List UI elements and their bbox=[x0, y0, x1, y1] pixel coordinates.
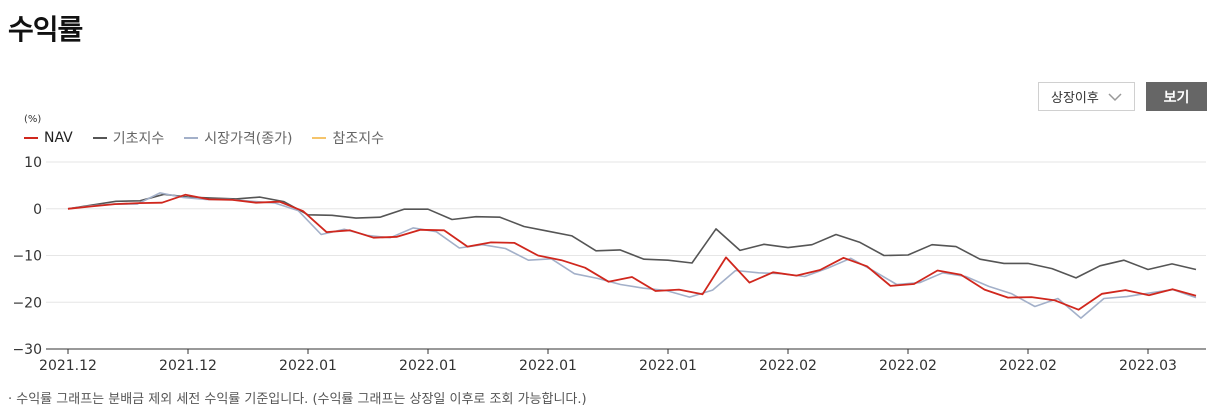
chart-footnote: · 수익률 그래프는 분배금 제외 세전 수익률 기준입니다. (수익률 그래프… bbox=[8, 392, 587, 407]
x-tick-label: 2021.12 bbox=[159, 358, 217, 374]
legend-label-nav: NAV bbox=[44, 130, 73, 146]
y-tick-label: 0 bbox=[33, 202, 42, 218]
legend-swatch-base-index bbox=[92, 137, 107, 139]
view-button[interactable]: 보기 bbox=[1146, 82, 1207, 111]
series-line-base-index bbox=[67, 193, 1197, 279]
x-tick-label: 2022.02 bbox=[759, 358, 817, 374]
chart-legend: NAV 기초지수 시장가격(종가) 참조지수 bbox=[24, 128, 404, 148]
series-line-market-price bbox=[67, 192, 1197, 319]
legend-swatch-reference-index bbox=[312, 137, 327, 139]
x-tick-label: 2022.01 bbox=[519, 358, 577, 374]
page-title: 수익률 bbox=[8, 13, 83, 46]
y-tick-label: −20 bbox=[12, 295, 42, 311]
x-tick-label: 2022.01 bbox=[639, 358, 697, 374]
legend-label-base-index: 기초지수 bbox=[112, 131, 165, 147]
y-tick-label: −10 bbox=[12, 249, 42, 265]
legend-swatch-nav bbox=[24, 137, 38, 139]
x-tick-label: 2021.12 bbox=[39, 358, 97, 374]
legend-label-reference-index: 참조지수 bbox=[332, 131, 385, 147]
x-tick-label: 2022.02 bbox=[879, 358, 937, 374]
legend-item-base-index[interactable]: 기초지수 bbox=[92, 128, 165, 148]
series-line-nav bbox=[67, 193, 1197, 311]
y-tick-label: −30 bbox=[12, 342, 42, 358]
y-unit-label: (%) bbox=[24, 114, 42, 125]
y-tick-label: 10 bbox=[24, 155, 42, 171]
legend-item-reference-index[interactable]: 참조지수 bbox=[312, 128, 384, 148]
x-tick-label: 2022.01 bbox=[399, 358, 457, 374]
legend-swatch-market-price bbox=[184, 137, 199, 139]
x-tick-label: 2022.02 bbox=[999, 358, 1057, 374]
x-tick-label: 2022.03 bbox=[1119, 358, 1177, 374]
chevron-down-icon bbox=[1108, 91, 1122, 106]
legend-label-market-price: 시장가격(종가) bbox=[204, 131, 293, 147]
period-select[interactable]: 상장이후 bbox=[1038, 82, 1135, 111]
legend-item-market-price[interactable]: 시장가격(종가) bbox=[184, 128, 292, 148]
x-tick-label: 2022.01 bbox=[279, 358, 337, 374]
period-select-value: 상장이후 bbox=[1051, 91, 1099, 106]
legend-item-nav[interactable]: NAV bbox=[24, 130, 73, 146]
